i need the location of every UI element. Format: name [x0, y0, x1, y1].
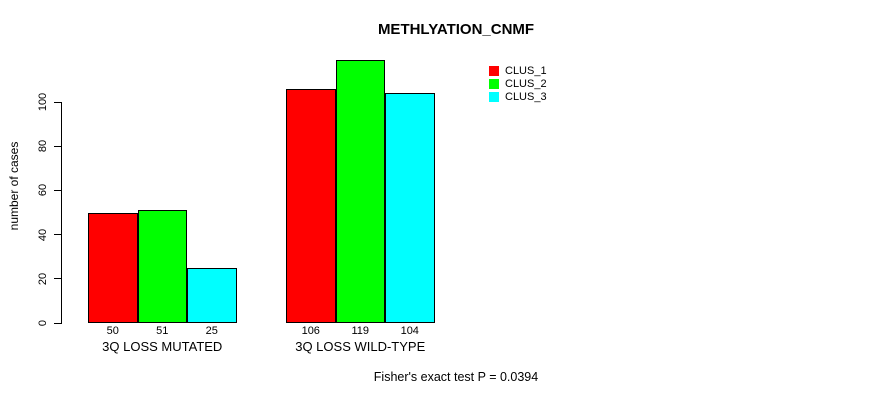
y-axis-label: number of cases [7, 141, 21, 231]
bar-clus_1-1 [88, 212, 138, 323]
legend-label: CLUS_1 [505, 65, 547, 77]
bar-value-label: 104 [400, 325, 419, 337]
legend-swatch-icon [489, 66, 499, 76]
legend-swatch-icon [489, 79, 499, 89]
legend-item: CLUS_2 [489, 78, 547, 90]
bar-value-label: 119 [351, 325, 370, 337]
y-axis-tick [54, 278, 62, 280]
y-axis-tick-label: 20 [37, 272, 49, 285]
category-label: 3Q LOSS WILD-TYPE [295, 339, 426, 354]
y-axis-tick [54, 145, 62, 147]
footer-annotation: Fisher's exact test P = 0.0394 [373, 370, 539, 384]
y-axis-line [61, 102, 62, 323]
y-axis-tick-label: 40 [37, 228, 49, 241]
bar-value-label: 50 [106, 325, 119, 337]
bar-value-label: 106 [301, 325, 320, 337]
legend-swatch-icon [489, 92, 499, 102]
chart-title: METHLYATION_CNMF [377, 21, 535, 38]
bar-value-label: 51 [156, 325, 169, 337]
y-axis-tick-label: 60 [37, 184, 49, 197]
category-label: 3Q LOSS MUTATED [102, 339, 223, 354]
legend-label: CLUS_3 [505, 91, 547, 103]
bar-clus_2-2 [335, 60, 385, 323]
y-axis-tick-label: 100 [37, 92, 49, 112]
y-axis-tick [54, 101, 62, 103]
bar-clus_2-1 [137, 210, 187, 323]
y-axis-tick-label: 80 [37, 140, 49, 153]
bar-value-label: 25 [205, 325, 218, 337]
y-axis-tick [54, 189, 62, 191]
bar-clus_3-2 [385, 93, 435, 323]
legend-item: CLUS_3 [489, 91, 547, 103]
legend-item: CLUS_1 [489, 65, 547, 77]
y-axis-tick-label: 0 [37, 319, 49, 327]
bar-clus_3-1 [187, 267, 237, 323]
y-axis-tick [54, 234, 62, 236]
legend: CLUS_1 CLUS_2 CLUS_3 [489, 66, 547, 105]
bar-clus_1-2 [286, 88, 336, 323]
y-axis-tick [54, 322, 62, 324]
legend-label: CLUS_2 [505, 78, 547, 90]
